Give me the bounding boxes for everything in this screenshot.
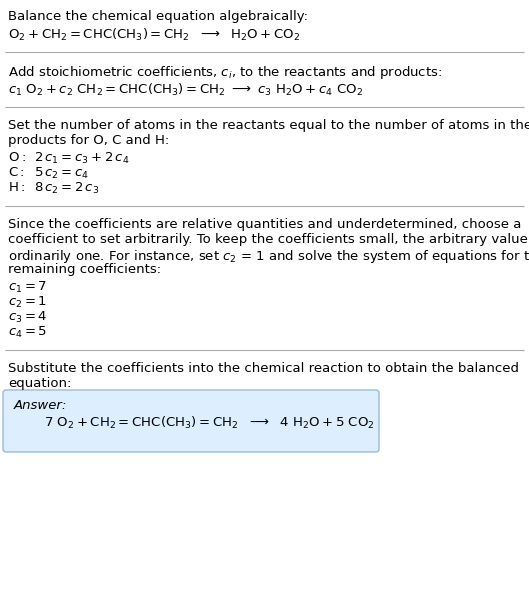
Text: Add stoichiometric coefficients, $c_i$, to the reactants and products:: Add stoichiometric coefficients, $c_i$, …	[8, 64, 442, 81]
Text: $2\,c_1 = c_3 + 2\,c_4$: $2\,c_1 = c_3 + 2\,c_4$	[34, 151, 130, 166]
Text: remaining coefficients:: remaining coefficients:	[8, 263, 161, 276]
Text: $c_1 = 7$: $c_1 = 7$	[8, 280, 47, 295]
Text: products for O, C and H:: products for O, C and H:	[8, 134, 169, 147]
Text: Set the number of atoms in the reactants equal to the number of atoms in the: Set the number of atoms in the reactants…	[8, 119, 529, 132]
Text: $8\,c_2 = 2\,c_3$: $8\,c_2 = 2\,c_3$	[34, 181, 99, 196]
Text: Substitute the coefficients into the chemical reaction to obtain the balanced: Substitute the coefficients into the che…	[8, 362, 519, 375]
Text: $c_1\ \mathrm{O_2} + c_2\ \mathrm{CH_2{=}CHC(CH_3){=}CH_2} \ \longrightarrow \ c: $c_1\ \mathrm{O_2} + c_2\ \mathrm{CH_2{=…	[8, 82, 363, 98]
Text: $\mathrm{O_2 + CH_2{=}CHC(CH_3){=}CH_2 \ \ \longrightarrow \ \ H_2O + CO_2}$: $\mathrm{O_2 + CH_2{=}CHC(CH_3){=}CH_2 \…	[8, 27, 300, 43]
Text: $c_4 = 5$: $c_4 = 5$	[8, 325, 47, 340]
Text: Balance the chemical equation algebraically:: Balance the chemical equation algebraica…	[8, 10, 308, 23]
Text: ordinarily one. For instance, set $c_2$ = 1 and solve the system of equations fo: ordinarily one. For instance, set $c_2$ …	[8, 248, 529, 265]
Text: $c_2 = 1$: $c_2 = 1$	[8, 295, 47, 310]
Text: Since the coefficients are relative quantities and underdetermined, choose a: Since the coefficients are relative quan…	[8, 218, 522, 231]
FancyBboxPatch shape	[3, 390, 379, 452]
Text: $5\,c_2 = c_4$: $5\,c_2 = c_4$	[34, 166, 89, 181]
Text: coefficient to set arbitrarily. To keep the coefficients small, the arbitrary va: coefficient to set arbitrarily. To keep …	[8, 233, 529, 246]
Text: $7\ \mathrm{O_2 + CH_2{=}CHC(CH_3){=}CH_2 \ \ \longrightarrow \ \ 4\ H_2O + 5\ C: $7\ \mathrm{O_2 + CH_2{=}CHC(CH_3){=}CH_…	[44, 415, 375, 431]
Text: $\mathrm{O:}$: $\mathrm{O:}$	[8, 151, 26, 164]
Text: Answer:: Answer:	[14, 399, 67, 412]
Text: $c_3 = 4$: $c_3 = 4$	[8, 310, 48, 325]
Text: equation:: equation:	[8, 377, 71, 390]
Text: $\mathrm{C:}$: $\mathrm{C:}$	[8, 166, 25, 179]
Text: $\mathrm{H:}$: $\mathrm{H:}$	[8, 181, 25, 194]
